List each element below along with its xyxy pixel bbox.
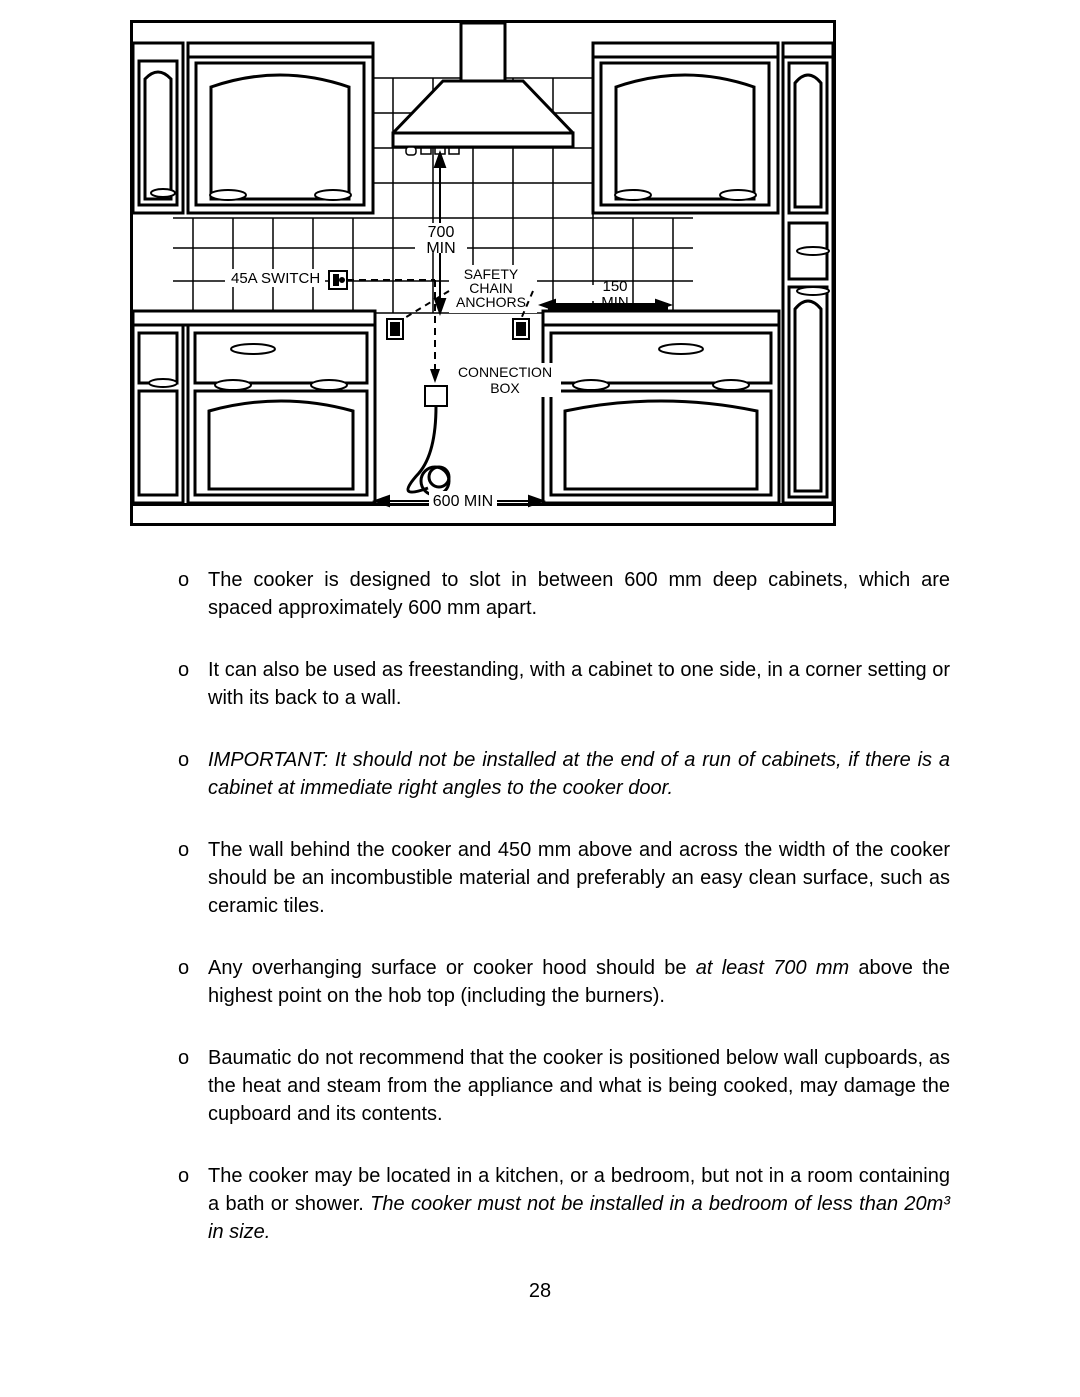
- label-700-min: MIN: [426, 240, 455, 257]
- label-150-min: MIN: [601, 294, 629, 311]
- bullet-7: The cooker may be located in a kitchen, …: [178, 1162, 950, 1246]
- bullet-2-text: It can also be used as freestanding, wit…: [208, 659, 950, 709]
- installation-diagram: 700 MIN 45A SWITCH SAFETY CHAIN ANCHORS: [130, 20, 836, 526]
- label-600min: 600 MIN: [433, 493, 493, 510]
- bullet-3-text: IMPORTANT: It should not be installed at…: [208, 749, 950, 799]
- bullet-4: The wall behind the cooker and 450 mm ab…: [178, 836, 950, 920]
- label-700: 700: [428, 224, 455, 241]
- bullet-2: It can also be used as freestanding, wit…: [178, 656, 950, 712]
- bullet-1: The cooker is designed to slot in betwee…: [178, 566, 950, 622]
- diagram-svg: 700 MIN 45A SWITCH SAFETY CHAIN ANCHORS: [133, 23, 833, 523]
- bullet-6-text: Baumatic do not recommend that the cooke…: [208, 1047, 950, 1125]
- label-150: 150: [602, 278, 627, 295]
- bullet-5-a: Any overhanging surface or cooker hood s…: [208, 957, 696, 979]
- label-45a-switch: 45A SWITCH: [231, 270, 320, 287]
- bullet-5: Any overhanging surface or cooker hood s…: [178, 954, 950, 1010]
- instruction-list: The cooker is designed to slot in betwee…: [130, 566, 950, 1246]
- bullet-3: IMPORTANT: It should not be installed at…: [178, 746, 950, 802]
- label-connection: CONNECTION: [458, 364, 552, 380]
- bullet-5-b: at least 700 mm: [696, 957, 849, 979]
- bullet-4-text: The wall behind the cooker and 450 mm ab…: [208, 839, 950, 917]
- bullet-6: Baumatic do not recommend that the cooke…: [178, 1044, 950, 1128]
- page-number: 28: [130, 1280, 950, 1303]
- bullet-1-text: The cooker is designed to slot in betwee…: [208, 569, 950, 619]
- label-anchors: ANCHORS: [456, 294, 526, 310]
- label-box: BOX: [490, 380, 520, 396]
- document-page: 700 MIN 45A SWITCH SAFETY CHAIN ANCHORS: [0, 0, 1080, 1343]
